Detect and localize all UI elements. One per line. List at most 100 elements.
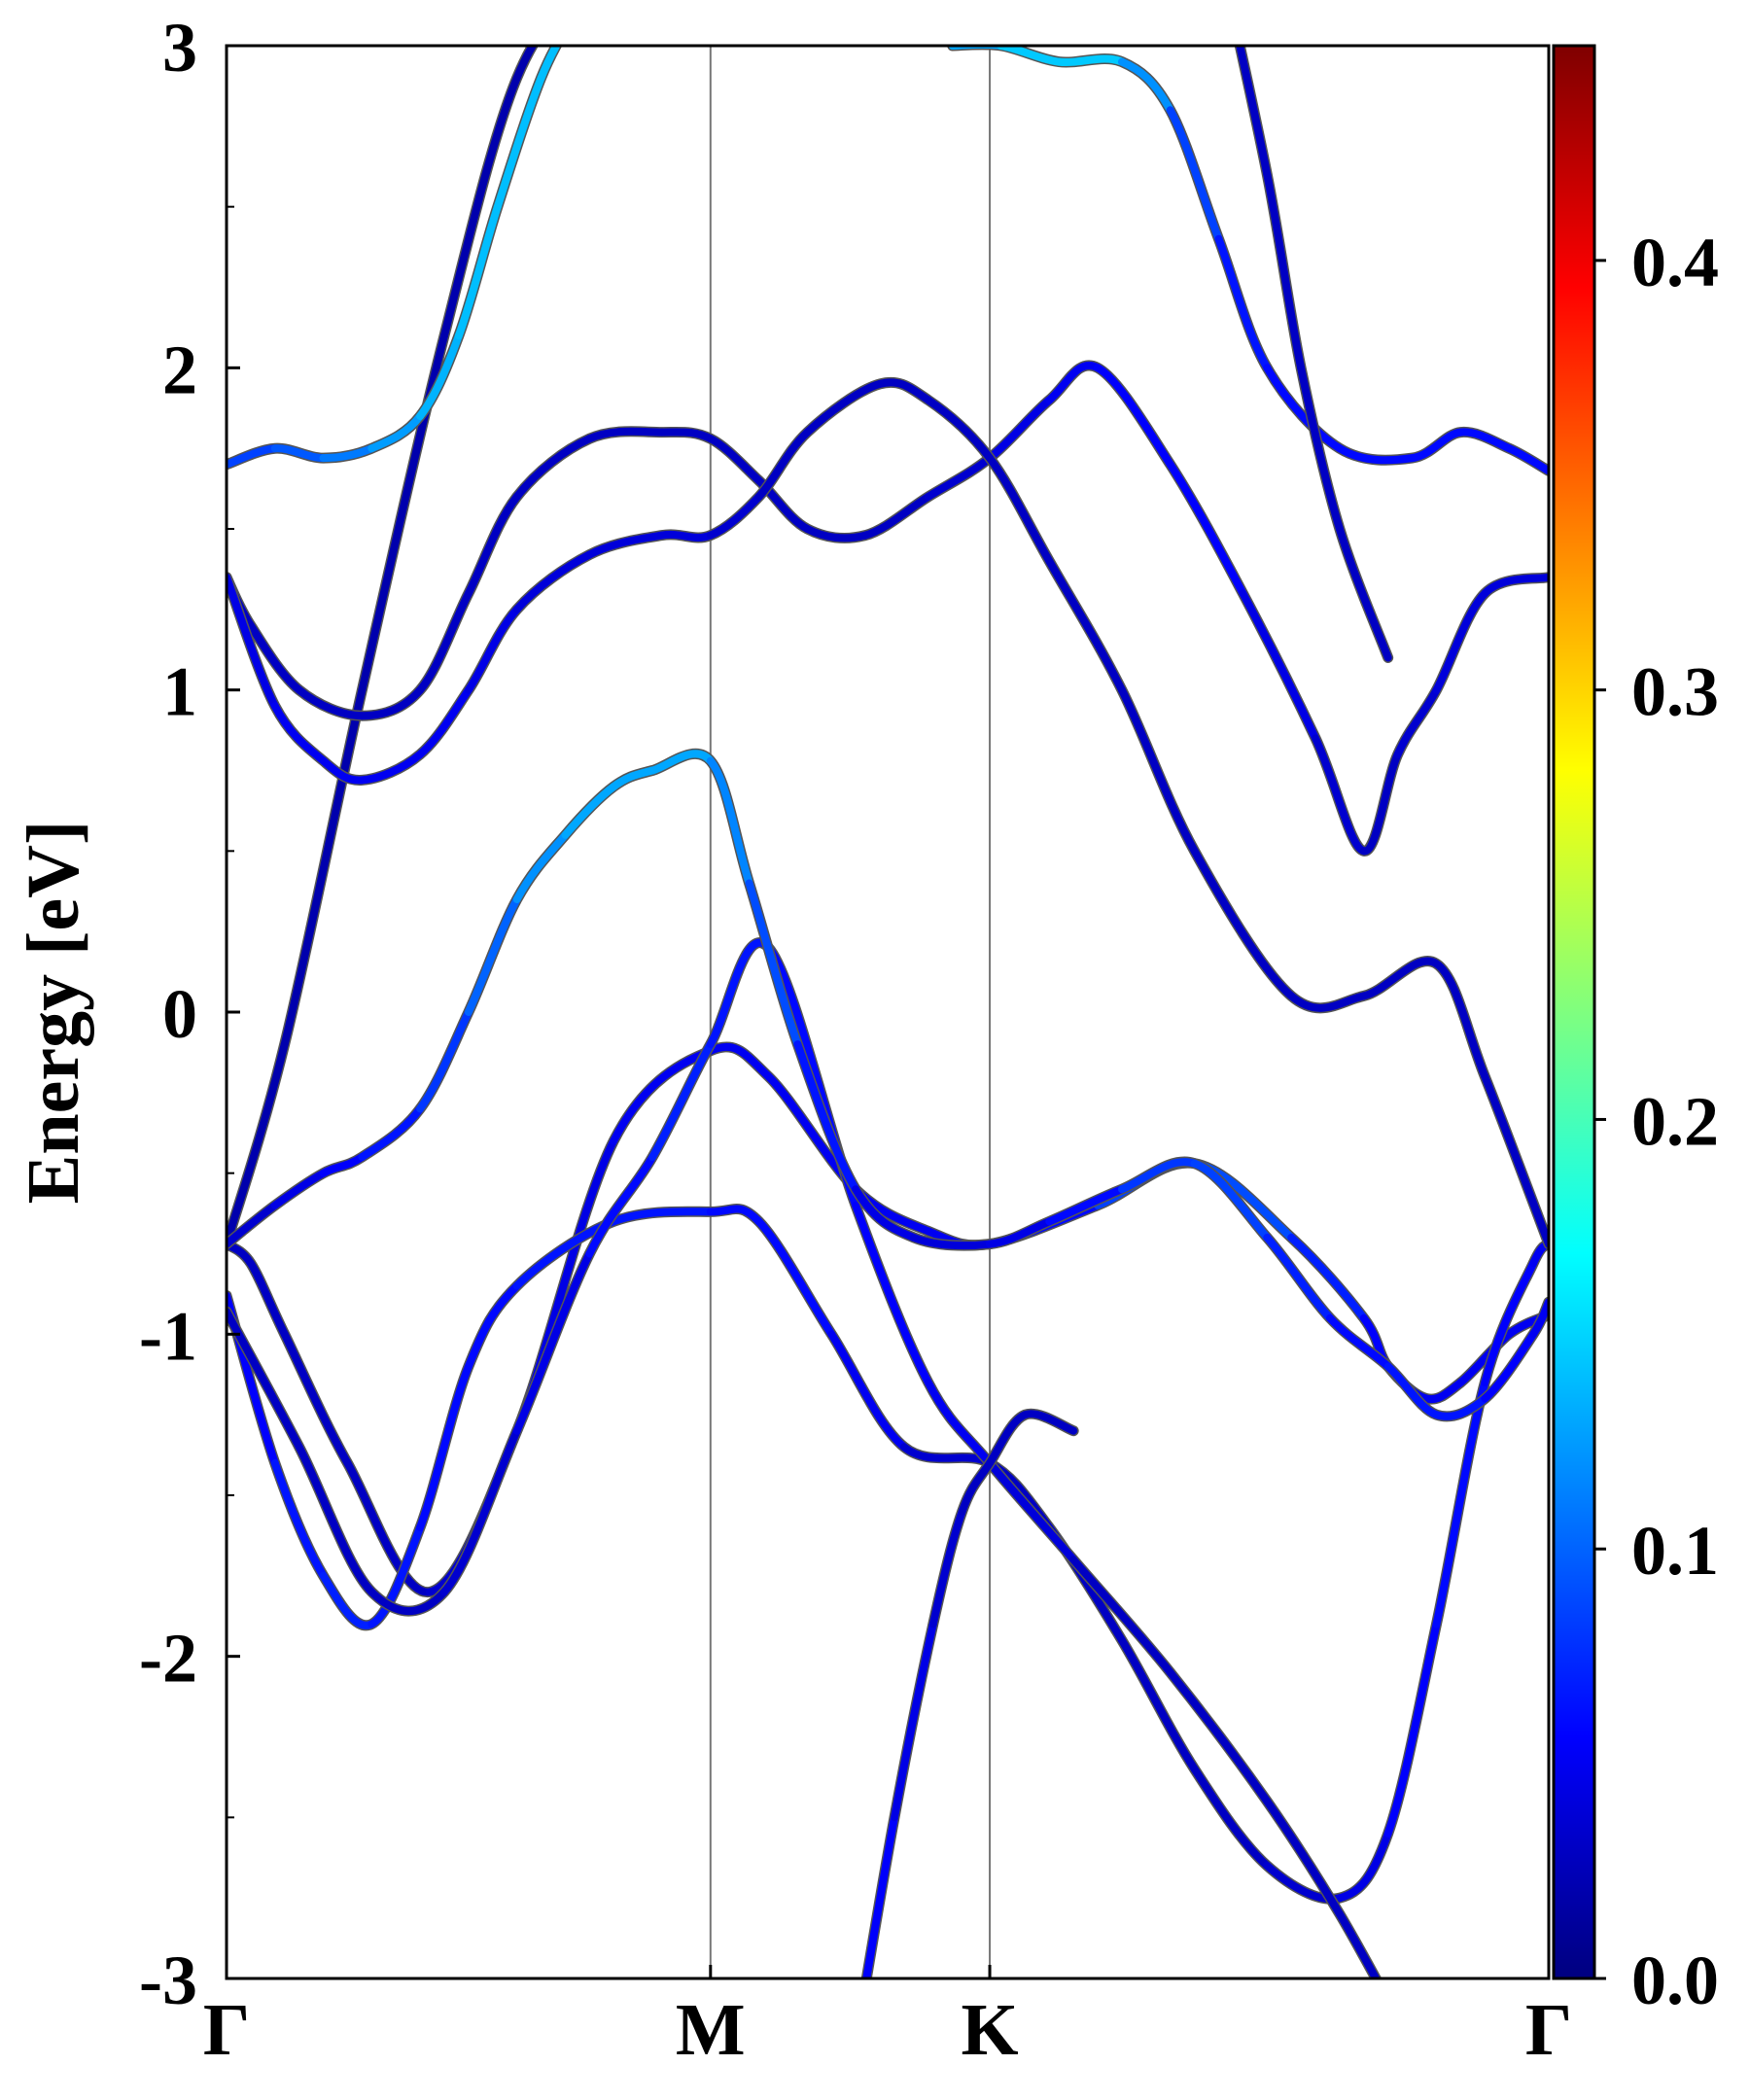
colorbar-frame [1552,44,1596,1980]
band-segment [706,435,763,485]
band-10 [860,1408,1079,1978]
band-segment [295,685,367,720]
band-segment [658,428,715,443]
band-4 [227,937,1382,1978]
band-segment [464,895,521,1016]
band-segment [861,492,932,540]
band-segment [1408,428,1465,463]
band-segment [1481,573,1549,598]
band-segment [1117,1158,1199,1194]
band-segment [1117,1636,1199,1773]
band-segment [745,879,802,1049]
band-segment [585,1153,657,1258]
band-segment [358,750,425,785]
colorbar-tick-label: 0.3 [1631,653,1719,731]
band-segment [891,1620,937,1822]
band-segment [1117,57,1174,115]
band-segment [706,1042,773,1081]
band-segment [227,1308,303,1452]
band-segment [319,1153,367,1177]
band-segment [928,1507,966,1628]
band-segment [648,1040,715,1162]
band-segment [1481,1072,1549,1248]
band-segment [1432,960,1489,1081]
x-tick-label: M [676,1989,746,2071]
band-segment [1214,234,1272,372]
band-segment [1481,1259,1538,1386]
band-segment [246,621,303,694]
band-segment [1045,557,1126,694]
band-segment [1432,1394,1489,1420]
bands [227,46,1549,1978]
y-tick-label: 1 [162,653,197,731]
band-segment [1166,460,1247,598]
band-segment [1359,957,1441,1000]
band-segment [924,1379,994,1467]
band-3 [227,1204,1549,1905]
x-tick-label: K [961,1989,1018,2071]
band-segment [270,1169,328,1209]
band-segment [986,1411,1030,1467]
band-segment [270,444,328,463]
band-segment [827,1330,908,1452]
band-segment [1236,46,1272,179]
band-segment [1045,1185,1126,1226]
band-segment [464,1281,521,1371]
y-tick-label: -1 [139,1297,197,1375]
band-segment [270,1458,328,1580]
colorbar-tick-label: 0.0 [1631,1942,1719,2019]
band-segment [1481,1330,1538,1403]
band-segment [1335,1909,1381,1978]
band-segment [986,1217,1054,1248]
band-segment [1383,1620,1441,1838]
band-segment [416,589,472,694]
band-segment [416,1362,472,1532]
band-segment [1263,170,1306,372]
band-segment [227,573,279,711]
x-tick-label: Γ [1525,1989,1572,2071]
band-segment [358,1104,425,1162]
y-tick-label: 0 [162,975,197,1053]
band-5 [227,749,1549,1422]
band-segment [1422,1379,1465,1404]
band-segment [1239,589,1320,743]
band-segment [585,531,666,559]
colorbar-tick-label: 0.1 [1631,1512,1719,1590]
band-segment [706,492,763,540]
band-segment [793,1040,860,1194]
band-segment [1055,54,1126,67]
band-segment [246,1259,289,1339]
band-segment [1069,1556,1174,1677]
band-segment [1335,525,1392,662]
band-segment [648,750,715,775]
band-segment [512,550,594,613]
band-segment [368,1523,425,1628]
x-tick-label: Γ [203,1989,250,2071]
band-segment [493,74,545,211]
band-11 [1234,46,1394,663]
band-segment [1335,444,1417,465]
band-segment [1166,1668,1272,1805]
band-segment [1393,685,1441,758]
band-segment [1045,362,1102,404]
band-segment [227,1201,279,1248]
band-segment [610,766,657,791]
band-segment [986,454,1054,566]
band-segment [803,379,884,437]
colorbar-tick-label: 0.2 [1631,1082,1719,1160]
band-segment [1312,734,1368,856]
band-segment [1432,589,1489,694]
band-segment [1190,1159,1272,1242]
band-segment [585,427,666,443]
band-segment [610,1208,715,1226]
band-segment [416,1008,472,1113]
band-segment [416,685,472,758]
band-segment [368,412,425,453]
band-segment [343,1458,435,1596]
band-segment [512,46,538,83]
band-7 [227,376,1549,1250]
band-segment [319,444,376,463]
band-segment [706,756,753,888]
